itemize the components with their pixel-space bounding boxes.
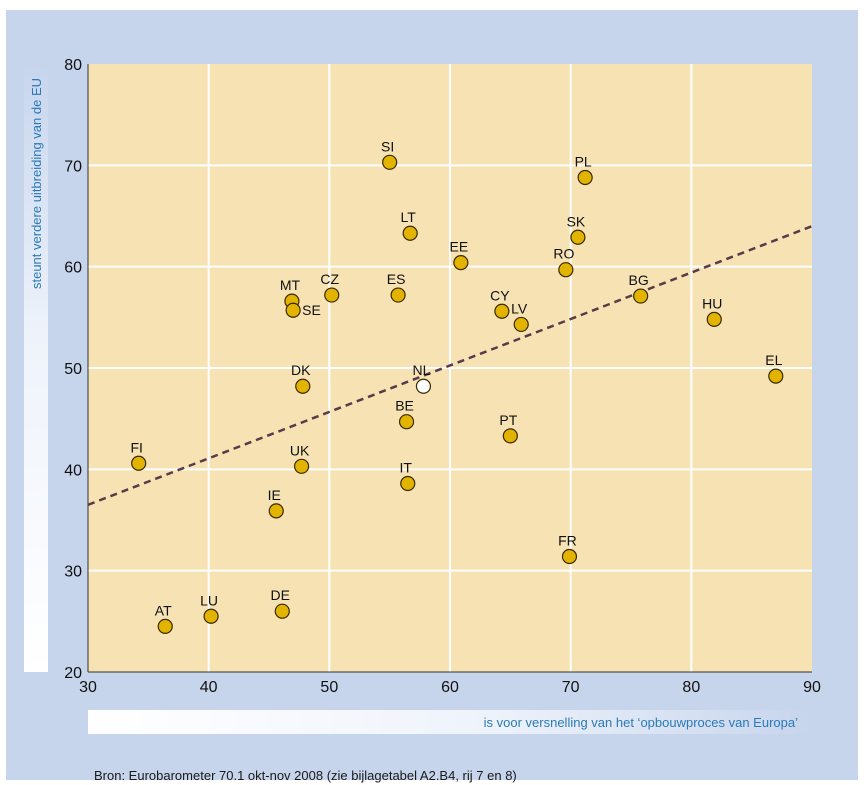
data-point-de: [274, 603, 290, 619]
data-point-hu: [706, 311, 722, 327]
y-tick-label: 80: [64, 57, 82, 74]
point-label-uk: UK: [290, 442, 310, 458]
data-point-lu: [203, 608, 219, 624]
point-label-dk: DK: [291, 362, 311, 378]
x-tick-label: 80: [682, 679, 700, 696]
point-label-it: IT: [400, 460, 413, 476]
scatter-chart: is voor versnelling van het ‘opbouwproce…: [24, 57, 821, 734]
data-point-bg: [633, 288, 649, 304]
point-label-el: EL: [765, 352, 782, 368]
x-tick-label: 30: [79, 679, 97, 696]
x-tick-label: 50: [320, 679, 338, 696]
data-point-lt: [402, 225, 418, 241]
y-tick-label: 70: [64, 158, 82, 175]
point-label-si: SI: [381, 138, 394, 154]
point-label-fr: FR: [558, 532, 577, 548]
y-axis-label: steunt verdere uitbreiding van de EU: [29, 78, 44, 289]
x-axis-label: is voor versnelling van het ‘opbouwproce…: [484, 715, 798, 730]
trendline-group: [88, 224, 812, 506]
data-point-fr: [561, 548, 578, 565]
point-label-lu: LU: [200, 592, 218, 608]
data-point-it: [400, 475, 416, 492]
point-label-ee: EE: [450, 239, 469, 255]
data-point-uk: [293, 458, 310, 474]
point-label-cy: CY: [490, 287, 510, 303]
point-label-ie: IE: [268, 487, 281, 503]
data-point-el: [768, 368, 784, 384]
x-tick-label: 70: [562, 679, 580, 696]
y-tick-label: 50: [64, 361, 82, 378]
x-axis-arrow: [88, 710, 818, 734]
y-tick-label: 20: [64, 665, 82, 682]
trendline: [88, 224, 812, 506]
point-label-mt: MT: [280, 277, 301, 293]
data-point-fi: [131, 455, 147, 471]
point-label-de: DE: [271, 587, 290, 603]
x-tick-label: 60: [441, 679, 459, 696]
data-point-lv: [513, 316, 529, 333]
point-label-fi: FI: [130, 439, 142, 455]
point-label-es: ES: [387, 271, 406, 287]
data-point-cy: [494, 303, 510, 319]
data-point-es: [390, 287, 406, 303]
data-point-pl: [577, 169, 593, 186]
point-label-sk: SK: [567, 213, 586, 229]
x-tick-label: 90: [803, 679, 821, 696]
data-point-nl: [415, 378, 432, 394]
y-tick-label: 60: [64, 260, 82, 277]
point-label-lt: LT: [401, 209, 417, 225]
data-point-sk: [570, 229, 586, 245]
point-label-pt: PT: [499, 412, 517, 428]
point-label-bg: BG: [629, 272, 649, 288]
data-point-ro: [558, 262, 574, 278]
data-point-dk: [295, 378, 311, 394]
data-point-at: [157, 618, 173, 635]
point-label-hu: HU: [702, 295, 722, 311]
point-label-cz: CZ: [320, 271, 339, 287]
data-point-pt: [502, 428, 518, 444]
gridlines: [87, 64, 812, 673]
data-point-be: [398, 414, 415, 430]
source-note: Bron: Eurobarometer 70.1 okt-nov 2008 (z…: [94, 768, 517, 783]
data-point-se: [285, 302, 301, 318]
y-tick-label: 30: [64, 564, 82, 581]
data-point-cz: [324, 287, 340, 303]
point-label-be: BE: [395, 398, 414, 414]
data-point-si: [382, 154, 398, 170]
data-point-ee: [453, 255, 469, 271]
point-label-lv: LV: [511, 300, 528, 316]
x-tick-label: 40: [200, 679, 218, 696]
point-label-nl: NL: [413, 362, 431, 378]
data-point-ie: [268, 503, 284, 519]
data-points: [131, 154, 784, 635]
point-label-at: AT: [155, 602, 172, 618]
figure-panel: is voor versnelling van het ‘opbouwproce…: [6, 10, 858, 783]
y-axis-arrow: [24, 58, 48, 672]
y-tick-label: 40: [64, 462, 82, 479]
point-label-pl: PL: [575, 153, 592, 169]
point-label-ro: RO: [553, 246, 574, 262]
point-label-se: SE: [302, 302, 321, 318]
